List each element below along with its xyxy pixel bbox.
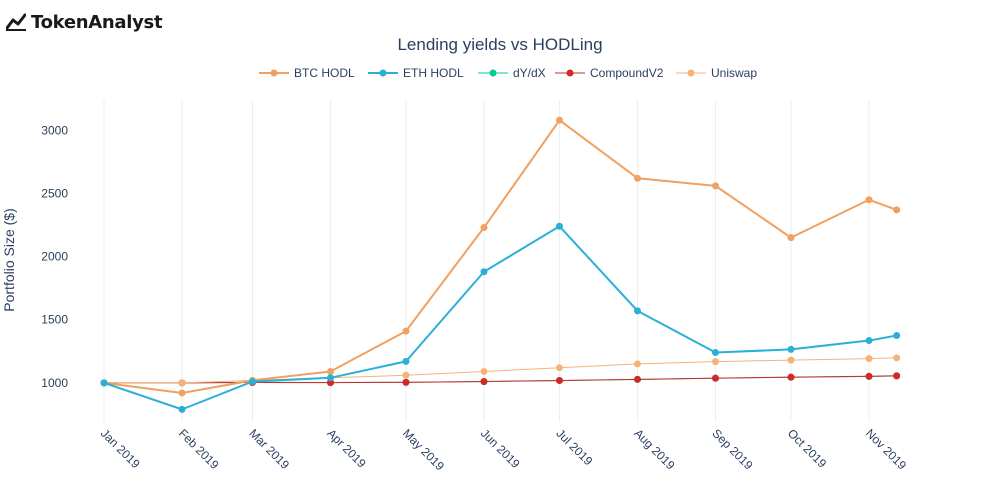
series-dy-dx (100, 372, 901, 387)
data-point (326, 367, 334, 375)
brand-name: TokenAnalyst (31, 11, 163, 33)
data-point (633, 360, 641, 368)
series-btc-hodl (100, 116, 901, 397)
x-tick-label: Jul 2019 (553, 426, 595, 468)
data-point (178, 389, 186, 397)
data-point (480, 367, 488, 375)
data-point (787, 234, 795, 242)
chart-legend: BTC HODL ETH HODL dY/dX CompoundV2 Uniswap (259, 66, 757, 80)
y-tick-label: 2500 (41, 186, 68, 200)
legend-item[interactable]: dY/dX (478, 66, 546, 80)
y-tick-label: 2000 (41, 250, 68, 264)
data-point (100, 379, 108, 387)
data-point (402, 327, 410, 335)
data-point (893, 354, 901, 362)
data-point (893, 372, 901, 380)
data-point (893, 332, 901, 340)
data-point (178, 379, 186, 387)
legend-marker (489, 69, 497, 77)
y-tick-label: 1500 (41, 313, 68, 327)
data-point (633, 375, 641, 383)
data-point (865, 355, 873, 363)
series-line (103, 119, 898, 394)
data-point (248, 378, 256, 386)
data-point (326, 379, 334, 387)
data-point (711, 358, 719, 366)
legend-label: ETH HODL (403, 66, 464, 80)
data-point (480, 377, 488, 385)
data-point (402, 378, 410, 386)
data-point (865, 337, 873, 345)
data-point (787, 345, 795, 353)
series-line (104, 357, 897, 384)
data-point (711, 182, 719, 190)
legend-item[interactable]: ETH HODL (368, 66, 464, 80)
legend-marker (270, 69, 278, 77)
data-point (865, 372, 873, 380)
data-point (402, 357, 410, 365)
data-point (711, 349, 719, 357)
data-point (787, 356, 795, 364)
legend-marker (379, 69, 387, 77)
data-point (555, 364, 563, 372)
data-point (711, 374, 719, 382)
series-line (103, 225, 897, 411)
data-point (787, 373, 795, 381)
legend-item[interactable]: CompoundV2 (555, 66, 664, 80)
legend-label: dY/dX (513, 66, 546, 80)
data-point (633, 174, 641, 182)
data-point (326, 374, 334, 382)
data-point (865, 196, 873, 204)
x-tick-label: Sep 2019 (709, 426, 755, 472)
data-point (480, 268, 488, 276)
data-point (555, 376, 563, 384)
data-point (555, 222, 563, 230)
x-tick-label: Oct 2019 (785, 426, 830, 471)
legend-item[interactable]: BTC HODL (259, 66, 355, 80)
data-point (633, 307, 641, 315)
legend-label: CompoundV2 (590, 66, 664, 80)
chart-title: Lending yields vs HODLing (397, 35, 602, 54)
data-point (178, 405, 186, 413)
x-tick-label: Jan 2019 (98, 426, 143, 471)
y-tick-label: 3000 (41, 123, 68, 137)
x-tick-label: May 2019 (400, 426, 447, 473)
data-point (480, 224, 488, 232)
x-tick-label: Jun 2019 (478, 426, 523, 471)
legend-item[interactable]: Uniswap (676, 66, 757, 80)
x-tick-label: Apr 2019 (324, 426, 369, 471)
y-axis-ticks: 1000 1500 2000 2500 3000 (41, 123, 68, 390)
x-tick-label: Feb 2019 (176, 426, 222, 472)
series-compoundv2 (100, 372, 901, 387)
x-axis-ticks: Jan 2019 Feb 2019 Mar 2019 Apr 2019 May 2019… (98, 426, 909, 473)
data-point (893, 206, 901, 214)
brand-logo: TokenAnalyst (6, 10, 163, 34)
y-tick-label: 1000 (41, 376, 68, 390)
x-tick-label: Nov 2019 (863, 426, 909, 472)
legend-marker (566, 69, 574, 77)
data-point (402, 371, 410, 379)
y-axis-label: Portfolio Size ($) (1, 208, 17, 311)
legend-label: BTC HODL (294, 66, 355, 80)
x-tick-label: Mar 2019 (246, 426, 292, 472)
chart-line-logo-icon (6, 13, 26, 31)
series-eth-hodl (100, 222, 901, 413)
chart-series (100, 116, 901, 413)
legend-label: Uniswap (711, 66, 757, 80)
legend-marker (687, 69, 695, 77)
data-point (555, 116, 563, 124)
x-tick-label: Aug 2019 (631, 426, 677, 472)
